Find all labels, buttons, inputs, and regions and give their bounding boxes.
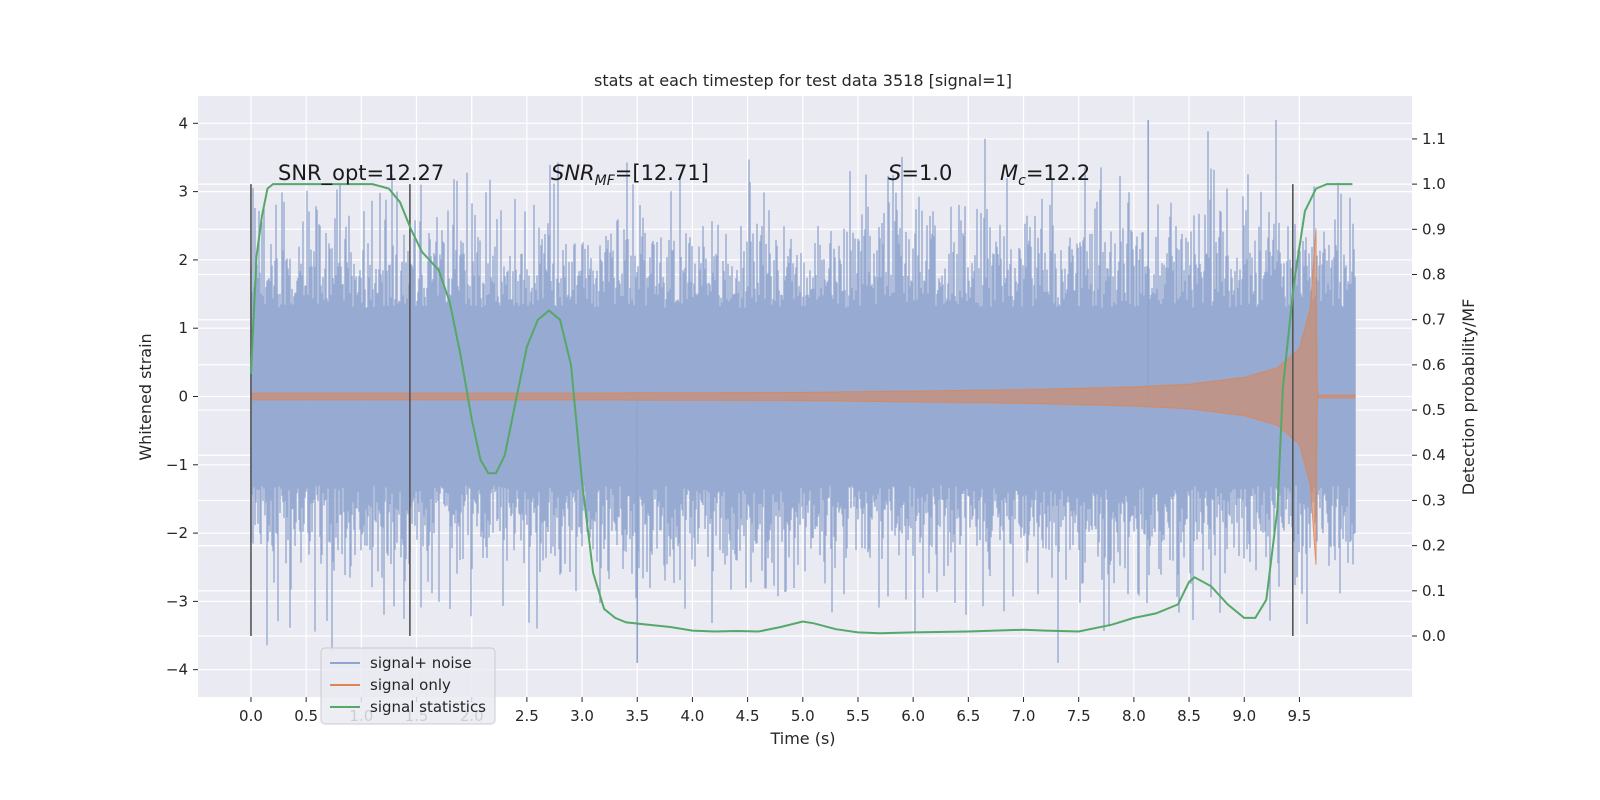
y2-axis-label: Detection probability/MF bbox=[1459, 299, 1478, 496]
x-tick-label: 8.0 bbox=[1122, 707, 1146, 725]
y2-tick-label: 0.0 bbox=[1422, 627, 1446, 645]
x-tick-label: 5.5 bbox=[846, 707, 870, 725]
x-tick-label: 4.0 bbox=[680, 707, 704, 725]
legend-label-signal: signal only bbox=[370, 676, 451, 694]
x-tick-label: 8.5 bbox=[1177, 707, 1201, 725]
y-tick-label: 2 bbox=[178, 251, 188, 269]
legend: signal+ noise signal only signal statist… bbox=[320, 647, 496, 725]
y2-tick-label: 0.8 bbox=[1422, 265, 1446, 283]
y2-tick-label: 0.4 bbox=[1422, 446, 1446, 464]
x-tick-label: 7.0 bbox=[1012, 707, 1036, 725]
y-axis-ticks: 4 3 2 1 0 −1 −2 −3 −4 bbox=[166, 114, 198, 679]
snr-mf-sub: MF bbox=[595, 173, 616, 189]
s-rest: =1.0 bbox=[901, 161, 952, 185]
mc-annotation: Mc=12.2 bbox=[1000, 161, 1090, 189]
y2-tick-label: 0.1 bbox=[1422, 582, 1446, 600]
y-axis-label: Whitened strain bbox=[136, 333, 155, 460]
x-tick-label: 5.0 bbox=[791, 707, 815, 725]
y-tick-label: 4 bbox=[178, 114, 188, 132]
legend-box bbox=[320, 647, 496, 725]
chart-title: stats at each timestep for test data 351… bbox=[594, 71, 1012, 90]
y2-tick-label: 0.2 bbox=[1422, 537, 1446, 555]
snr-mf-annotation: SNRMF=[12.71] bbox=[551, 161, 709, 189]
x-tick-label: 0.0 bbox=[239, 707, 263, 725]
y2-tick-label: 0.7 bbox=[1422, 311, 1446, 329]
signal-only-series bbox=[250, 228, 1356, 565]
x-tick-label: 3.0 bbox=[570, 707, 594, 725]
mc-sub: c bbox=[1018, 173, 1026, 189]
snr-mf-base: SNR bbox=[551, 161, 595, 185]
y2-tick-label: 1.0 bbox=[1422, 175, 1446, 193]
y2-axis-ticks: 1.1 1.0 0.9 0.8 0.7 0.6 0.5 0.4 0.3 0.2 0.1 0.0 bbox=[1412, 130, 1446, 645]
mc-rest: =12.2 bbox=[1026, 161, 1090, 185]
x-tick-label: 6.5 bbox=[956, 707, 980, 725]
snr-opt-annotation: SNR_opt=12.27 bbox=[278, 161, 444, 186]
x-tick-label: 9.0 bbox=[1232, 707, 1256, 725]
s-annotation: S=1.0 bbox=[888, 161, 952, 185]
x-tick-label: 9.5 bbox=[1287, 707, 1311, 725]
snr-mf-rest: =[12.71] bbox=[615, 161, 709, 185]
y2-tick-label: 0.9 bbox=[1422, 220, 1446, 238]
vertical-markers bbox=[250, 184, 1294, 636]
y2-tick-label: 0.5 bbox=[1422, 401, 1446, 419]
x-axis-label: Time (s) bbox=[769, 729, 835, 748]
mc-var: M bbox=[1000, 161, 1018, 185]
x-tick-label: 3.5 bbox=[625, 707, 649, 725]
y-tick-label: 3 bbox=[178, 183, 188, 201]
y2-tick-label: 0.3 bbox=[1422, 491, 1446, 509]
x-tick-label: 0.5 bbox=[294, 707, 318, 725]
y-tick-label: −4 bbox=[166, 661, 188, 679]
x-tick-label: 7.5 bbox=[1067, 707, 1091, 725]
signal-band bbox=[250, 228, 1356, 565]
y2-tick-label: 0.6 bbox=[1422, 356, 1446, 374]
y-tick-label: 1 bbox=[178, 319, 188, 337]
y-tick-label: −3 bbox=[166, 592, 188, 610]
signal-statistics-line bbox=[250, 183, 1353, 635]
y2-tick-label: 1.1 bbox=[1422, 130, 1446, 148]
y-tick-label: −2 bbox=[166, 524, 188, 542]
y-tick-label: 0 bbox=[178, 388, 188, 406]
y-tick-label: −1 bbox=[166, 456, 188, 474]
legend-label-noise: signal+ noise bbox=[370, 654, 472, 672]
x-tick-label: 4.5 bbox=[736, 707, 760, 725]
x-tick-label: 2.5 bbox=[515, 707, 539, 725]
x-tick-label: 6.0 bbox=[901, 707, 925, 725]
legend-label-statistics: signal statistics bbox=[370, 698, 486, 716]
x-axis-ticks: 0.00.51.01.52.02.53.03.54.04.55.05.56.06… bbox=[239, 697, 1311, 725]
s-var: S bbox=[888, 161, 901, 185]
